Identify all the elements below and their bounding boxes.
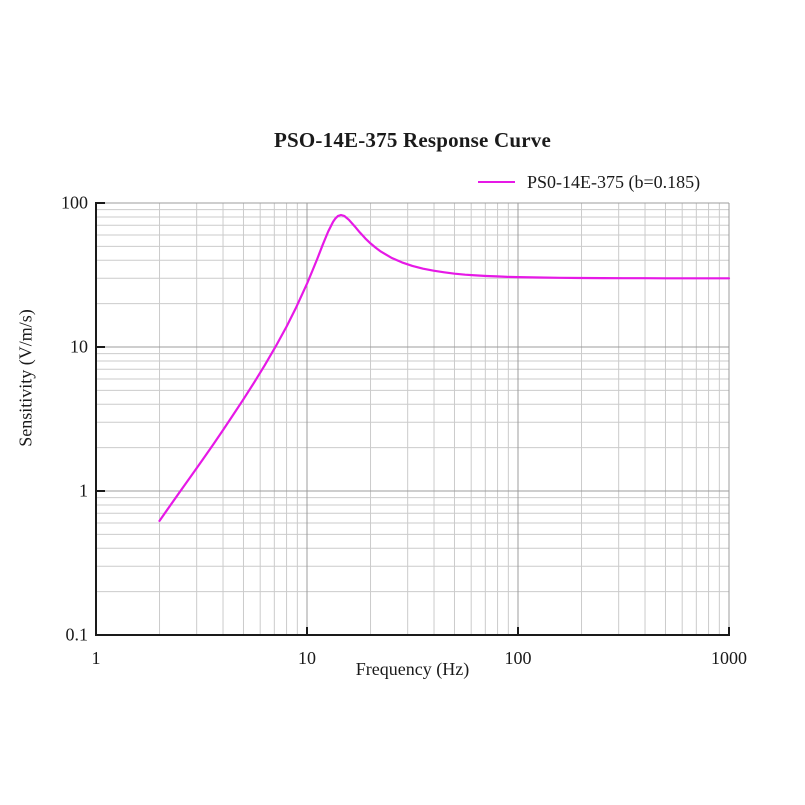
y-tick-label: 100 <box>61 192 88 213</box>
x-tick-label: 1 <box>91 648 101 668</box>
legend: PS0-14E-375 (b=0.185) <box>478 171 700 193</box>
x-tick-label: 1000 <box>711 648 747 668</box>
legend-line-swatch <box>478 181 515 183</box>
y-tick-label: 10 <box>70 336 88 357</box>
x-tick-label: 100 <box>504 648 532 668</box>
x-axis-title: Frequency (Hz) <box>355 659 470 679</box>
legend-series-label: PS0-14E-375 (b=0.185) <box>527 171 701 192</box>
chart-title: PSO-14E-375 Response Curve <box>273 128 552 152</box>
y-tick-label: 1 <box>79 480 88 501</box>
y-tick-label: 0.1 <box>65 624 89 645</box>
response-curve <box>158 213 731 523</box>
x-tick-label: 10 <box>298 648 316 668</box>
